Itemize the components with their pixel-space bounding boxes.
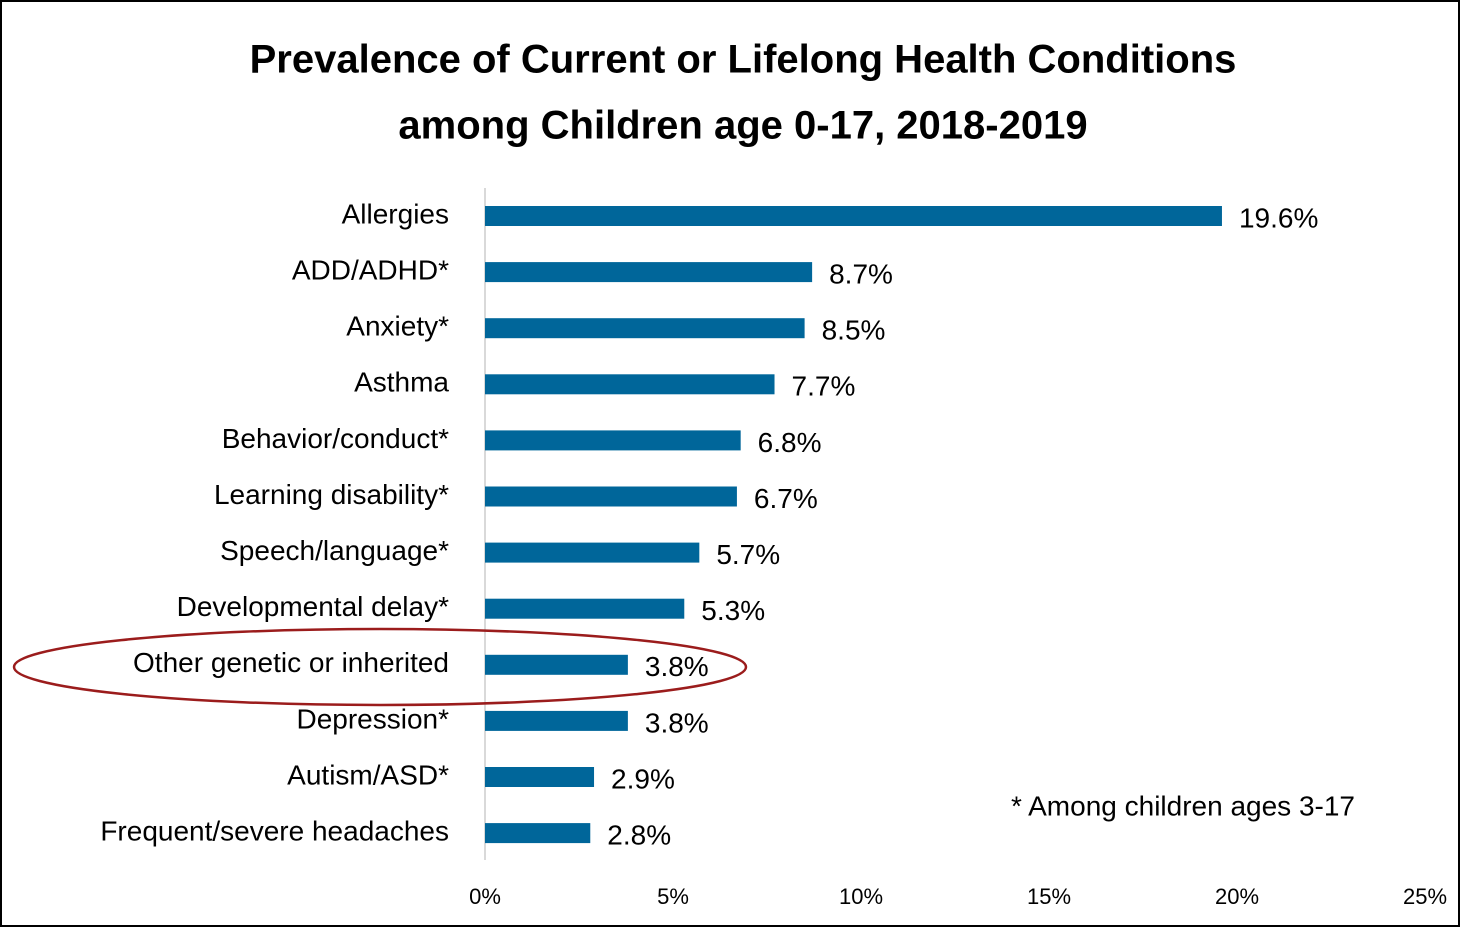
- value-label: 5.7%: [716, 539, 780, 570]
- y-tick-label: Depression*: [296, 703, 449, 734]
- x-tick-label: 20%: [1215, 884, 1259, 909]
- x-tick-label: 0%: [469, 884, 501, 909]
- x-tick-label: 5%: [657, 884, 689, 909]
- value-label: 7.7%: [792, 371, 856, 402]
- x-tick-label: 10%: [839, 884, 883, 909]
- highlight-ellipse: [12, 627, 748, 707]
- y-tick-label: ADD/ADHD*: [292, 254, 449, 285]
- x-tick-label: 15%: [1027, 884, 1071, 909]
- x-tick-label: 25%: [1403, 884, 1447, 909]
- y-tick-label: Asthma: [354, 367, 449, 398]
- value-label: 3.8%: [645, 707, 709, 738]
- value-label: 3.8%: [645, 651, 709, 682]
- value-label: 5.3%: [701, 595, 765, 626]
- bar: [485, 823, 591, 844]
- y-tick-label: Autism/ASD*: [287, 759, 449, 790]
- bar: [485, 262, 813, 283]
- y-tick-label: Speech/language*: [220, 535, 449, 566]
- bar: [485, 374, 775, 395]
- value-label: 2.8%: [607, 819, 671, 850]
- value-label: 19.6%: [1239, 202, 1318, 233]
- value-label: 8.5%: [822, 315, 886, 346]
- value-label: 8.7%: [829, 258, 893, 289]
- bar: [485, 486, 737, 507]
- y-tick-label: Anxiety*: [346, 311, 449, 342]
- bar: [485, 710, 628, 731]
- bar: [485, 654, 628, 675]
- y-tick-label: Other genetic or inherited: [133, 647, 449, 678]
- bar: [485, 598, 685, 619]
- bar: [485, 767, 595, 787]
- chart-title: Prevalence of Current or Lifelong Health…: [250, 38, 1237, 82]
- annotation: * Among children ages 3-17: [1011, 790, 1355, 821]
- bar: [485, 430, 741, 451]
- chart-title: among Children age 0-17, 2018-2019: [398, 104, 1087, 148]
- y-tick-label: Learning disability*: [214, 479, 449, 510]
- y-tick-label: Allergies: [342, 198, 449, 229]
- y-tick-label: Behavior/conduct*: [222, 423, 449, 454]
- value-label: 6.8%: [758, 427, 822, 458]
- value-label: 6.7%: [754, 483, 818, 514]
- bar: [485, 542, 700, 563]
- bar: [485, 318, 805, 339]
- y-tick-label: Frequent/severe headaches: [100, 815, 449, 846]
- value-label: 2.9%: [611, 763, 675, 794]
- bar: [485, 206, 1222, 226]
- y-tick-label: Developmental delay*: [177, 591, 449, 622]
